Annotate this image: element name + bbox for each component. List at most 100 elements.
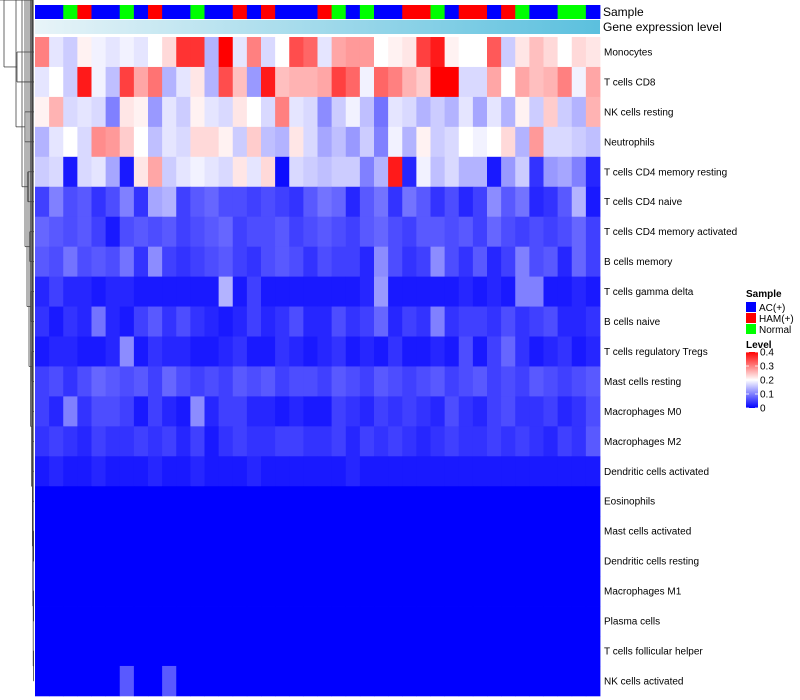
heatmap-cell <box>176 516 191 547</box>
heatmap-cell <box>317 516 333 547</box>
heatmap-cell <box>444 546 460 577</box>
heatmap-cell <box>402 306 417 337</box>
heatmap-cell <box>49 486 64 517</box>
heatmap-cell <box>571 96 587 128</box>
heatmap-cell <box>176 336 191 367</box>
heatmap-cell <box>374 396 389 427</box>
heatmap-cell <box>317 546 333 577</box>
heatmap-cell <box>501 246 516 277</box>
heatmap-cell <box>331 156 347 188</box>
heatmap-cell <box>91 216 107 248</box>
heatmap-cell <box>204 486 220 517</box>
heatmap-cell <box>374 486 389 517</box>
heatmap-cell <box>345 37 361 68</box>
heatmap-cell <box>190 96 205 128</box>
heatmap-cell <box>204 246 220 277</box>
heatmap-cell <box>543 606 559 637</box>
heatmap-cell <box>246 606 262 637</box>
heatmap-cell <box>176 306 191 337</box>
heatmap-cell <box>487 276 502 307</box>
heatmap-cell <box>374 156 389 188</box>
sample-annotation-cell <box>458 5 474 19</box>
heatmap-cell <box>162 606 177 637</box>
heatmap-cell <box>289 636 304 667</box>
heatmap-cell <box>148 665 163 697</box>
sample-annotation-cell <box>487 5 502 19</box>
heatmap-cell <box>331 246 347 277</box>
heatmap-cell <box>331 276 347 307</box>
heatmap-cell <box>444 276 460 307</box>
heatmap-cell <box>359 306 375 337</box>
sample-annotation-cell <box>119 5 135 19</box>
heatmap-cell <box>402 156 417 188</box>
heatmap-cell <box>275 606 290 637</box>
heatmap-cell <box>571 216 587 248</box>
heatmap-cell <box>246 96 262 128</box>
heatmap-cell <box>119 306 135 337</box>
heatmap-cell <box>35 606 50 637</box>
heatmap-cell <box>119 486 135 517</box>
heatmap-cell <box>331 426 347 457</box>
heatmap-cell <box>501 396 516 427</box>
heatmap-cell <box>345 126 361 158</box>
heatmap-cell <box>119 186 135 218</box>
heatmap-cell <box>261 606 276 637</box>
heatmap-cell <box>133 396 149 427</box>
heatmap-cell <box>416 456 431 487</box>
sample-annotation-cell <box>289 5 304 19</box>
heatmap-cell <box>487 636 502 667</box>
heatmap-cell <box>261 66 276 98</box>
row-label: Eosinophils <box>604 497 655 508</box>
heatmap-cell <box>571 336 587 367</box>
heatmap-cell <box>77 66 92 98</box>
heatmap-cell <box>402 636 417 667</box>
heatmap-cell <box>557 516 573 547</box>
heatmap-cell <box>162 126 177 158</box>
heatmap-cell <box>557 156 573 188</box>
heatmap-cell <box>359 665 375 697</box>
heatmap-cell <box>501 546 516 577</box>
heatmap-cell <box>261 426 276 457</box>
heatmap-cell <box>77 665 92 697</box>
heatmap-cell <box>487 37 502 68</box>
heatmap-cell <box>303 186 318 218</box>
heatmap-cell <box>289 576 304 607</box>
heatmap-cell <box>388 336 403 367</box>
heatmap-cell <box>388 96 403 128</box>
heatmap-cell <box>246 336 262 367</box>
sample-annotation-cell <box>571 5 587 19</box>
heatmap-cell <box>487 665 502 697</box>
heatmap-cell <box>331 606 347 637</box>
heatmap-cell <box>416 426 431 457</box>
heatmap-cell <box>458 126 474 158</box>
heatmap-cell <box>388 66 403 98</box>
heatmap-cell <box>261 456 276 487</box>
heatmap-cell <box>331 66 347 98</box>
heatmap-cell <box>261 636 276 667</box>
heatmap-cell <box>162 306 177 337</box>
heatmap-cell <box>91 306 107 337</box>
heatmap-cell <box>162 576 177 607</box>
heatmap-cell <box>331 665 347 697</box>
heatmap-cell <box>218 576 234 607</box>
heatmap-cell <box>345 366 361 397</box>
heatmap-cell <box>501 216 516 248</box>
heatmap-cell <box>345 306 361 337</box>
heatmap-cell <box>49 66 64 98</box>
heatmap-cell <box>261 306 276 337</box>
heatmap-cell <box>162 546 177 577</box>
row-label: Plasma cells <box>604 617 660 628</box>
heatmap-cell <box>571 126 587 158</box>
sample-annotation-cell <box>345 5 361 19</box>
heatmap-cell <box>176 246 191 277</box>
heatmap-cell <box>49 276 64 307</box>
heatmap-cell <box>585 276 601 307</box>
heatmap-cell <box>63 246 78 277</box>
heatmap-cell <box>430 606 446 637</box>
heatmap-cell <box>91 486 107 517</box>
heatmap-cell <box>430 216 446 248</box>
heatmap-cell <box>77 486 92 517</box>
heatmap-cell <box>105 486 121 517</box>
heatmap-cell <box>557 426 573 457</box>
heatmap-cell <box>246 246 262 277</box>
